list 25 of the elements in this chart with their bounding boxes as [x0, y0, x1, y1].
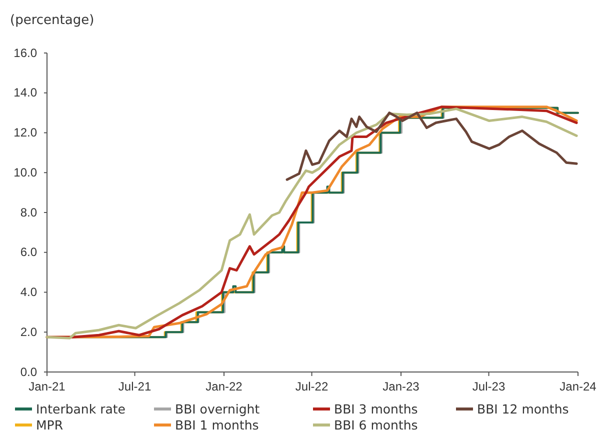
y-axis-title: (percentage): [10, 13, 94, 28]
legend-label: BBI 6 months: [334, 418, 418, 432]
y-tick-label: 2.0: [20, 324, 38, 339]
y-tick-label: 14.0: [14, 86, 38, 100]
y-tick-label: 16.0: [14, 46, 38, 60]
y-tick-label: 6.0: [20, 245, 38, 260]
y-tick-label: 12.0: [14, 126, 38, 140]
x-tick-label: Jul-21: [118, 379, 152, 394]
x-tick-label: Jul-22: [295, 379, 328, 394]
x-tick-label: Jan-21: [28, 379, 66, 394]
legend-label: BBI 3 months: [334, 402, 418, 416]
y-tick-label: 4.0: [20, 285, 38, 300]
y-tick-label: 0.0: [20, 364, 38, 379]
x-tick-label: Jul-23: [472, 379, 506, 394]
x-tick-label: Jan-23: [382, 379, 420, 394]
legend-label: MPR: [36, 418, 64, 432]
x-tick-label: Jan-24: [560, 379, 597, 394]
y-tick-label: 10.0: [14, 165, 38, 180]
y-tick-label: 8.0: [20, 205, 38, 220]
legend-label: BBI 1 months: [175, 418, 259, 432]
x-tick-label: Jan-22: [206, 379, 243, 394]
legend-label: Interbank rate: [36, 402, 126, 416]
legend-label: BBI overnight: [175, 402, 260, 416]
line-series: [286, 112, 578, 181]
legend-label: BBI 12 months: [477, 402, 569, 416]
